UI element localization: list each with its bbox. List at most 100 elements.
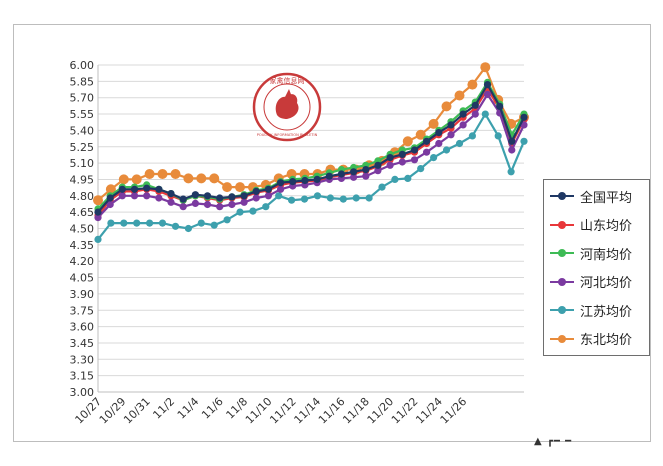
data-point [167, 190, 175, 198]
data-point [157, 169, 168, 179]
data-point [210, 221, 218, 229]
data-point [494, 132, 502, 140]
data-point [107, 219, 115, 227]
data-point [209, 173, 220, 184]
data-point [398, 150, 406, 158]
y-tick-label: 4.65 [70, 206, 95, 219]
data-point [158, 219, 167, 227]
legend-swatch [550, 190, 574, 202]
y-tick-label: 4.50 [70, 223, 95, 236]
data-point [483, 90, 492, 98]
y-tick-label: 5.40 [70, 124, 95, 137]
y-tick-label: 3.90 [70, 288, 95, 301]
data-point [301, 176, 309, 185]
legend-label: 东北均价 [580, 333, 633, 348]
y-tick-label: 4.35 [70, 239, 95, 252]
y-tick-label: 5.25 [70, 141, 95, 154]
data-point [428, 118, 439, 129]
data-point [236, 208, 244, 216]
legend-label: 江苏均价 [580, 304, 633, 320]
x-tick-label: 10/29 [97, 395, 129, 427]
legend-label: 河北均价 [580, 276, 633, 291]
legend-item: 全国平均 [550, 185, 632, 207]
data-point [467, 79, 478, 90]
data-point [249, 207, 257, 215]
data-point [252, 194, 260, 202]
legend-swatch-marker [558, 192, 566, 200]
data-point [183, 173, 194, 184]
data-point [94, 235, 102, 243]
data-point [155, 185, 163, 193]
legend-swatch-marker [558, 334, 566, 343]
data-point [228, 200, 236, 209]
x-tick-label: 11/18 [340, 395, 372, 427]
y-tick-label: 5.85 [70, 75, 95, 88]
data-point [118, 192, 126, 200]
legend-label: 河南均价 [580, 247, 633, 263]
data-point [430, 154, 438, 162]
data-point [106, 194, 114, 202]
data-point [404, 174, 412, 182]
series-group [93, 62, 529, 243]
x-tick-label: 11/2 [150, 395, 177, 422]
data-point [170, 169, 181, 179]
data-point [386, 154, 394, 162]
y-tick-label: 3.45 [70, 337, 95, 350]
y-tick-label: 3.00 [70, 386, 95, 399]
data-point [133, 219, 141, 227]
x-tick-label: 11/16 [316, 395, 348, 427]
x-tick-label: 11/24 [413, 395, 445, 427]
data-point [508, 146, 516, 154]
legend-item: 河北均价 [550, 271, 632, 293]
data-point [277, 185, 285, 193]
data-point [144, 169, 155, 179]
data-point [471, 110, 479, 118]
data-point [252, 187, 260, 195]
y-tick-label: 5.10 [70, 157, 95, 170]
data-point [262, 203, 270, 211]
data-point [374, 161, 382, 169]
data-point [447, 131, 455, 139]
data-point [459, 121, 467, 129]
data-point [167, 198, 175, 206]
y-tick-label: 3.15 [70, 370, 95, 383]
data-point [275, 192, 283, 200]
data-point [417, 165, 425, 173]
data-point [235, 182, 245, 193]
x-tick-label: 11/26 [438, 395, 470, 427]
y-tick-label: 3.60 [70, 321, 95, 334]
data-point [228, 193, 236, 201]
data-point [410, 156, 419, 164]
data-point [415, 129, 426, 140]
footer-mark: ▲ ┏━ ━ [534, 436, 573, 447]
data-point [94, 214, 102, 222]
data-point [339, 195, 347, 203]
series-line [97, 111, 526, 241]
data-point [520, 113, 528, 121]
data-point [398, 158, 406, 166]
x-tick-label: 11/12 [267, 395, 299, 427]
legend-item: 江苏均价 [550, 299, 632, 321]
y-tick-label: 4.20 [70, 255, 95, 268]
data-point [313, 192, 322, 200]
data-point [171, 222, 180, 230]
legend-swatch [550, 304, 574, 316]
legend-swatch-marker [558, 220, 566, 229]
data-point [441, 101, 452, 112]
data-point [203, 200, 212, 209]
data-point [184, 224, 192, 233]
logo-text: 家禽信息网 [270, 76, 305, 85]
data-point [216, 194, 224, 202]
data-point [300, 195, 309, 203]
data-point [264, 192, 272, 200]
x-tick-label: 11/6 [199, 395, 226, 422]
data-point [435, 139, 443, 148]
data-point [391, 175, 399, 183]
data-point [105, 184, 116, 195]
data-point [289, 178, 297, 186]
data-point [454, 90, 465, 101]
data-point [325, 172, 333, 180]
logo-seal: 家禽信息网 POULTRY INFORMATION BULLETIN [252, 72, 322, 142]
data-point [155, 194, 163, 202]
data-point [131, 174, 142, 185]
